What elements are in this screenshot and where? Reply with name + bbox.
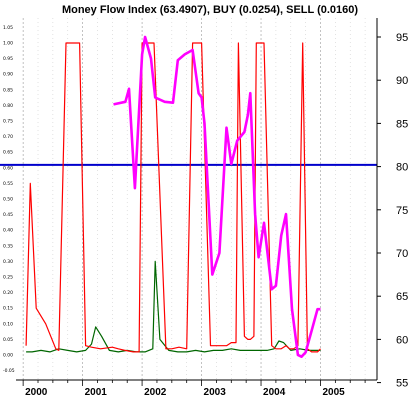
right-tick-label: 65: [396, 291, 408, 303]
left-tick-label: 1.05: [3, 25, 13, 31]
right-tick-label: 70: [396, 248, 408, 260]
buy-signal-series-line: [25, 42, 321, 353]
left-tick-label: 1.00: [3, 40, 13, 46]
left-tick-label: 0.85: [3, 87, 13, 93]
left-tick-label: 0.10: [3, 321, 13, 327]
right-axis-ticks: 55 60 65 70 75 80 85 90 95: [377, 32, 408, 390]
right-tick-label: 55: [396, 378, 408, 390]
left-tick-label: 0.45: [3, 212, 13, 218]
x-tick-label: 2004: [263, 387, 286, 398]
x-tick-label: 2001: [85, 387, 108, 398]
right-tick-label: 60: [396, 334, 408, 346]
left-tick-label: 0.80: [3, 103, 13, 109]
plot-frame: [16, 18, 378, 381]
gridlines: [22, 18, 366, 380]
right-tick-label: 85: [396, 118, 408, 130]
x-tick-label: 2003: [204, 387, 227, 398]
left-tick-label: 0.75: [3, 118, 13, 124]
left-tick-label: 0.55: [3, 181, 13, 187]
chart-title: Money Flow Index (63.4907), BUY (0.0254)…: [62, 4, 358, 16]
left-tick-label: 0.50: [3, 197, 13, 203]
x-tick-label: 2002: [144, 387, 167, 398]
left-tick-label: 0.15: [3, 306, 13, 312]
left-tick-label: 0.65: [3, 150, 13, 156]
left-tick-label: 0.60: [3, 165, 13, 171]
left-tick-label: 0.35: [3, 243, 13, 249]
left-tick-label: 0.20: [3, 290, 13, 296]
right-tick-label: 95: [396, 32, 408, 44]
x-tick-label: 2000: [25, 387, 48, 398]
sell-signal-series-line: [26, 260, 321, 353]
right-tick-label: 75: [396, 205, 408, 217]
x-tick-label: 2005: [323, 387, 346, 398]
left-tick-label: 0.30: [3, 259, 13, 265]
left-tick-label: 0.25: [3, 275, 13, 281]
left-axis-ticks: -0.05 0.00 0.05 0.10 0.15 0.20 0.25 0.30 0.35 0.4…: [3, 25, 15, 374]
left-tick-label: 0.00: [3, 353, 13, 359]
series-layer: [0, 35, 377, 359]
right-tick-label: 90: [396, 75, 408, 87]
mfi-series-line: [113, 35, 321, 359]
left-tick-label: -0.05: [3, 368, 15, 374]
left-tick-label: 0.70: [3, 134, 13, 140]
left-tick-label: 0.90: [3, 72, 13, 78]
left-tick-label: 0.40: [3, 228, 13, 234]
right-tick-label: 80: [396, 162, 408, 174]
left-tick-label: 0.95: [3, 56, 13, 62]
left-tick-label: 0.05: [3, 337, 13, 343]
